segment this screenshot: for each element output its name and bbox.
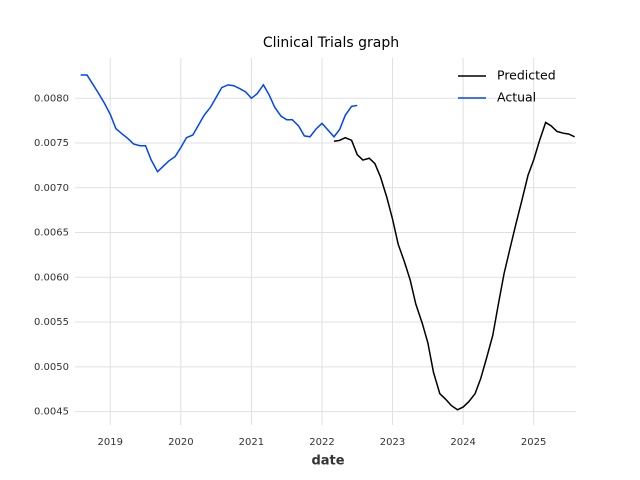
x-tick-label: 2025 — [521, 437, 546, 448]
x-tick-label: 2019 — [98, 437, 123, 448]
x-tick-label: 2021 — [239, 437, 264, 448]
y-tick-label: 0.0055 — [34, 317, 69, 328]
chart-title: Clinical Trials graph — [263, 35, 399, 51]
x-tick-label: 2023 — [380, 437, 405, 448]
legend-label: Actual — [497, 90, 536, 105]
y-tick-label: 0.0075 — [34, 138, 69, 149]
x-axis-label: date — [311, 454, 344, 469]
y-tick-label: 0.0065 — [34, 228, 69, 239]
x-tick-label: 2022 — [309, 437, 334, 448]
y-tick-label: 0.0060 — [34, 272, 69, 283]
y-tick-label: 0.0045 — [34, 407, 69, 418]
x-tick-label: 2020 — [168, 437, 193, 448]
y-tick-label: 0.0080 — [34, 93, 69, 104]
y-tick-label: 0.0050 — [34, 362, 69, 373]
legend-label: Predicted — [497, 68, 556, 83]
x-tick-label: 2024 — [450, 437, 475, 448]
series-line — [333, 121, 575, 411]
series-line — [80, 74, 358, 173]
y-tick-label: 0.0070 — [34, 183, 69, 194]
